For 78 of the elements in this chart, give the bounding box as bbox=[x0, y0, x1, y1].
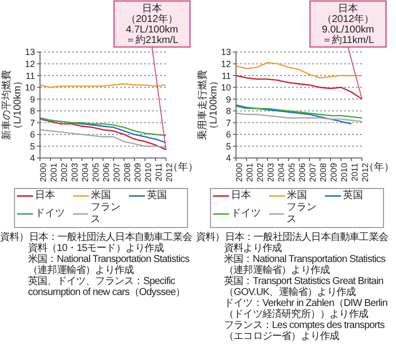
legend-label: 日本 bbox=[231, 190, 251, 202]
y-tick-label: 5 bbox=[226, 141, 231, 152]
y-tick-label: 10 bbox=[24, 82, 35, 93]
x-tick-label: 2011 bbox=[154, 162, 164, 182]
text: 資料）日本：一般社団法人日本自動車工業会資料（10・15モード）より作成 bbox=[0, 232, 194, 254]
y-axis-title: 乗用車走行燃費（L/100km） bbox=[196, 70, 220, 140]
x-tick-label: 2009 bbox=[132, 162, 143, 182]
x-tick-label: 2006 bbox=[101, 162, 112, 182]
x-tick-label: 2003 bbox=[266, 162, 276, 182]
y-tick-label: 6 bbox=[226, 130, 231, 140]
y-tick-label: 9 bbox=[30, 94, 35, 104]
y-tick-label: 12 bbox=[220, 58, 231, 69]
x-tick-label: 2005 bbox=[286, 162, 297, 182]
legend-label: フランス bbox=[90, 202, 122, 226]
y-tick-label: 6 bbox=[30, 130, 35, 140]
y-tick-label: 13 bbox=[24, 47, 35, 58]
x-tick-label: 2012 bbox=[360, 162, 370, 182]
line-series bbox=[236, 62, 362, 79]
callout-box: 日本（2012年）9.0L/100km＝約11km/L bbox=[309, 0, 387, 48]
line-series bbox=[236, 74, 362, 100]
text: ドイツ：Verkehr in Zahlen（DIW Berlin（ドイツ経済研究所））より作成 bbox=[223, 298, 388, 320]
x-tick-label: 2004 bbox=[276, 162, 286, 182]
x-tick-label: 2005 bbox=[90, 162, 101, 182]
y-tick-label: 10 bbox=[220, 82, 231, 93]
text: 資料）日本：一般社団法人日本自動車工業会資料より作成 bbox=[196, 232, 390, 254]
x-tick-label: 2003 bbox=[70, 162, 80, 182]
line-series bbox=[40, 118, 166, 136]
x-tick-label: 2000 bbox=[38, 162, 48, 182]
text: 米国：National Transportation Statistics（連邦運輸省）より作成 bbox=[27, 254, 190, 276]
line-series bbox=[40, 118, 166, 150]
x-tick-label: 2007 bbox=[112, 162, 122, 182]
line-series bbox=[40, 129, 166, 148]
line-series bbox=[236, 104, 352, 124]
y-tick-label: 8 bbox=[30, 106, 35, 116]
y-tick-label: 7 bbox=[226, 118, 231, 128]
legend-label: 米国 bbox=[287, 190, 307, 202]
legend-label: 英国 bbox=[343, 190, 363, 202]
x-tick-label: 2000 bbox=[234, 162, 244, 182]
line-series bbox=[236, 112, 362, 122]
x-tick-label: 2004 bbox=[80, 162, 90, 182]
legend-label: 日本 bbox=[35, 190, 55, 202]
x-tick-label: 2002 bbox=[59, 162, 70, 182]
x-tick-label: 2008 bbox=[318, 162, 328, 182]
x-tick-label: 2007 bbox=[308, 162, 318, 182]
y-tick-label: 12 bbox=[24, 58, 35, 69]
legend-label: 英国 bbox=[147, 190, 167, 202]
text: フランス：Les comptes des transports（エコロジー省）より作成 bbox=[223, 320, 386, 342]
legend-label: ドイツ bbox=[231, 208, 261, 220]
x-tick-label: 2006 bbox=[297, 162, 308, 182]
y-tick-label: 5 bbox=[30, 141, 35, 152]
y-tick-label: 4 bbox=[226, 153, 231, 164]
x-tick-label: 2008 bbox=[122, 162, 132, 182]
annotation: 日本（2012年）4.7L/100km＝約21km/L bbox=[126, 2, 179, 46]
x-tick-label: 2001 bbox=[244, 162, 255, 182]
text: 英国、ドイツ、フランス：Specific consumption of new cars（Odyssee） bbox=[27, 276, 186, 298]
x-tick-label: 2002 bbox=[255, 162, 266, 182]
y-axis-title: 新車の平均燃費（L/100km） bbox=[0, 70, 24, 140]
line-series bbox=[236, 106, 362, 119]
x-tick-label: 2010 bbox=[339, 162, 350, 182]
annotation: 日本（2012年）9.0L/100km＝約11km/L bbox=[322, 2, 374, 46]
y-tick-label: 7 bbox=[30, 118, 35, 128]
y-tick-label: 4 bbox=[30, 153, 35, 164]
y-tick-label: 13 bbox=[220, 47, 231, 58]
callout-box: 日本（2012年）4.7L/100km＝約21km/L bbox=[113, 0, 191, 48]
y-tick-label: 11 bbox=[26, 70, 35, 81]
text: 米国：National Transportation Statistics（連邦運輸省）より作成 bbox=[223, 254, 386, 276]
legend-label: 米国 bbox=[91, 190, 111, 202]
x-tick-label: 2010 bbox=[143, 162, 154, 182]
y-tick-label: 9 bbox=[226, 94, 231, 104]
x-tick-label: 2011 bbox=[350, 162, 360, 182]
y-tick-label: 8 bbox=[226, 106, 231, 116]
x-tick-label: 2012 bbox=[164, 162, 174, 182]
text: 英国：Transport Statistics Great Britain（GOV.UK、運輸省）より作成 bbox=[223, 276, 384, 298]
x-tick-label: 2001 bbox=[48, 162, 59, 182]
legend-label: ドイツ bbox=[35, 208, 65, 220]
legend-label: フランス bbox=[286, 202, 318, 226]
y-tick-label: 11 bbox=[222, 70, 231, 81]
x-tick-label: 2009 bbox=[328, 162, 339, 182]
